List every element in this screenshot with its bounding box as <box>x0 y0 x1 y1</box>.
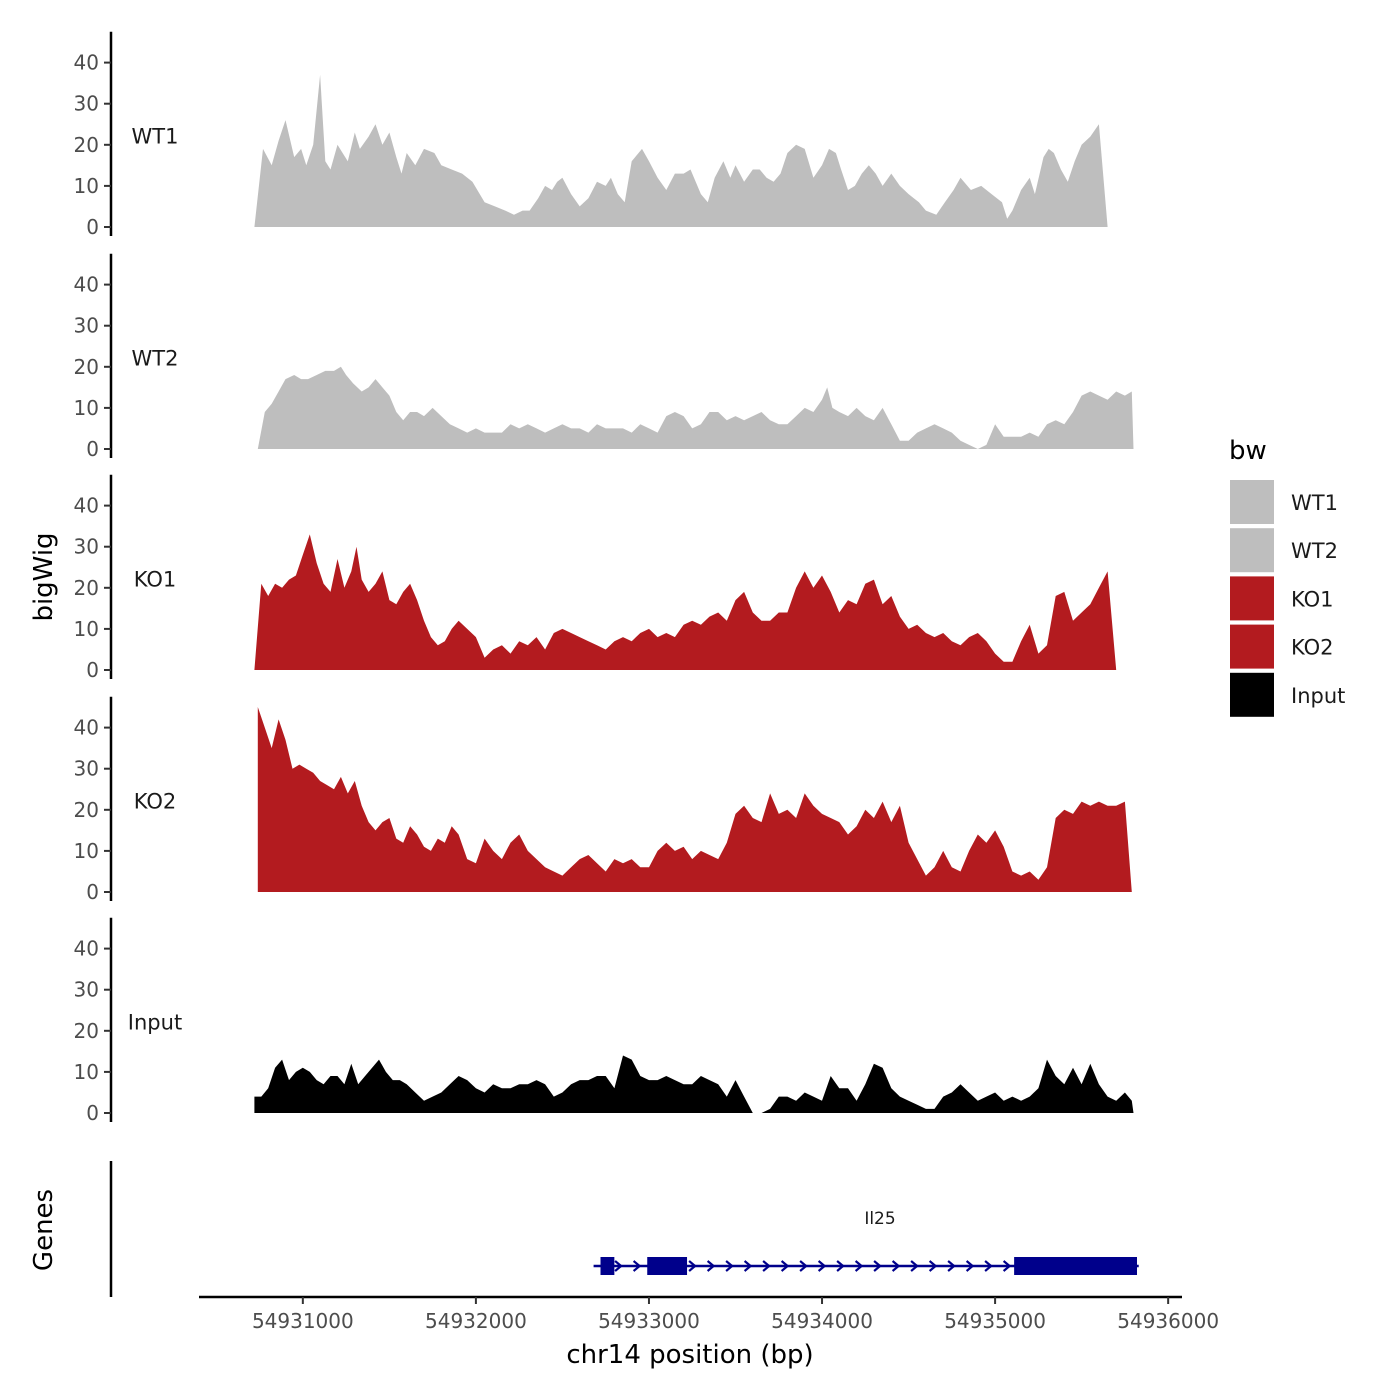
track-label-input: Input <box>128 1011 182 1035</box>
y-tick-label: 0 <box>86 1101 99 1125</box>
y-tick-label: 40 <box>74 494 99 518</box>
y-tick-label: 10 <box>74 174 99 198</box>
strand-chevron <box>706 1260 716 1272</box>
x-axis-title: chr14 position (bp) <box>566 1340 813 1370</box>
y-tick-label: 40 <box>74 937 99 961</box>
strand-chevron <box>614 1260 623 1272</box>
x-tick-label: 54935000 <box>944 1309 1046 1333</box>
y-tick-label: 20 <box>74 355 99 379</box>
legend-swatch-ko2 <box>1230 624 1274 669</box>
strand-chevron <box>725 1260 734 1272</box>
gene-panel: Il25 <box>109 1161 1139 1297</box>
track-panel-wt1: 0 10 20 30 40 WT1 <box>74 31 1137 239</box>
legend-label-wt1: WT1 <box>1291 491 1338 515</box>
y-tick-label: 20 <box>74 133 99 157</box>
strand-chevron <box>947 1260 956 1272</box>
legend-swatch-wt1 <box>1230 480 1274 524</box>
x-tick-label: 54936000 <box>1117 1309 1219 1333</box>
signal-tracks: 0 10 20 30 40 WT1 0 10 20 30 40 WT2 0 10 20 30 40 KO1 0 10 2… <box>74 31 1139 1125</box>
legend-label-wt2: WT2 <box>1291 539 1338 563</box>
track-area-ko2 <box>257 707 1132 892</box>
strand-chevron <box>984 1260 993 1272</box>
y-tick-label: 40 <box>74 51 99 75</box>
legend-swatch-ko1 <box>1230 576 1274 621</box>
track-area-wt2 <box>257 366 1134 449</box>
legend-swatch-input <box>1230 672 1274 717</box>
x-tick-label: 54932000 <box>425 1309 527 1333</box>
y-tick-label: 10 <box>74 617 99 641</box>
strand-chevron <box>928 1260 938 1272</box>
y-axis-title: bigWig <box>29 532 59 621</box>
x-axis-ticks: 54931000 54932000 54933000 54934000 54935000… <box>252 1297 1219 1333</box>
legend-swatch-wt2 <box>1230 528 1274 573</box>
gene-label: Il25 <box>864 1209 895 1229</box>
strand-chevron <box>817 1260 827 1272</box>
strand-chevron <box>891 1260 901 1272</box>
x-tick-label: 54933000 <box>598 1309 700 1333</box>
y-tick-label: 30 <box>74 535 99 559</box>
y-tick-label: 20 <box>74 798 99 822</box>
strand-chevron <box>762 1260 771 1272</box>
track-label-wt2: WT2 <box>132 347 179 371</box>
legend-label-ko1: KO1 <box>1291 587 1334 611</box>
track-panel-ko2: 0 10 20 30 40 KO2 <box>74 696 1132 904</box>
gene-exon-1 <box>600 1257 615 1275</box>
strand-chevron <box>799 1260 808 1272</box>
y-tick-label: 40 <box>74 716 99 740</box>
legend: bw WT1 WT2 KO1 KO2 Input <box>1229 436 1345 717</box>
y-tick-label: 30 <box>74 757 99 781</box>
x-tick-label: 54934000 <box>771 1309 873 1333</box>
strand-chevron <box>854 1260 864 1272</box>
y-tick-label: 30 <box>74 314 99 338</box>
y-tick-label: 30 <box>74 92 99 116</box>
legend-label-ko2: KO2 <box>1291 636 1334 660</box>
strand-chevron <box>688 1260 697 1272</box>
strand-chevron <box>743 1260 753 1272</box>
strand-chevron <box>910 1260 919 1272</box>
legend-title: bw <box>1229 436 1267 466</box>
y-tick-label: 0 <box>86 215 99 239</box>
strand-chevron <box>965 1260 975 1272</box>
genes-panel-title: Genes <box>29 1189 59 1271</box>
legend-items: WT1 WT2 KO1 KO2 Input <box>1230 480 1345 717</box>
track-panel-wt2: 0 10 20 30 40 WT2 <box>74 253 1134 461</box>
y-tick-label: 0 <box>86 437 99 461</box>
x-tick-label: 54931000 <box>252 1309 354 1333</box>
x-axis: 54931000 54932000 54933000 54934000 54935000… <box>199 1295 1219 1370</box>
gene-exon-2 <box>647 1257 688 1275</box>
track-panel-input: 0 10 20 30 40 Input <box>74 917 1134 1125</box>
track-area-input <box>254 1055 1134 1113</box>
y-tick-label: 10 <box>74 839 99 863</box>
strand-chevron <box>632 1260 642 1272</box>
track-label-wt1: WT1 <box>132 125 179 149</box>
y-tick-label: 0 <box>86 880 99 904</box>
y-tick-label: 10 <box>74 396 99 420</box>
y-tick-label: 40 <box>74 273 99 297</box>
gene-exon-3 <box>1014 1257 1138 1275</box>
track-label-ko2: KO2 <box>134 790 177 814</box>
track-panel-ko1: 0 10 20 30 40 KO1 <box>74 474 1139 682</box>
track-label-ko1: KO1 <box>134 568 177 592</box>
strand-chevron <box>780 1260 790 1272</box>
strand-chevron <box>1002 1260 1012 1272</box>
y-tick-label: 20 <box>74 1019 99 1043</box>
y-tick-label: 20 <box>74 576 99 600</box>
y-tick-label: 10 <box>74 1060 99 1084</box>
y-tick-label: 0 <box>86 658 99 682</box>
y-tick-label: 30 <box>74 978 99 1002</box>
strand-chevron <box>873 1260 882 1272</box>
strand-chevron <box>836 1260 845 1272</box>
track-area-wt1 <box>254 74 1137 228</box>
track-area-ko1 <box>254 534 1139 670</box>
legend-label-input: Input <box>1291 684 1345 708</box>
gene-model <box>593 1257 1139 1275</box>
